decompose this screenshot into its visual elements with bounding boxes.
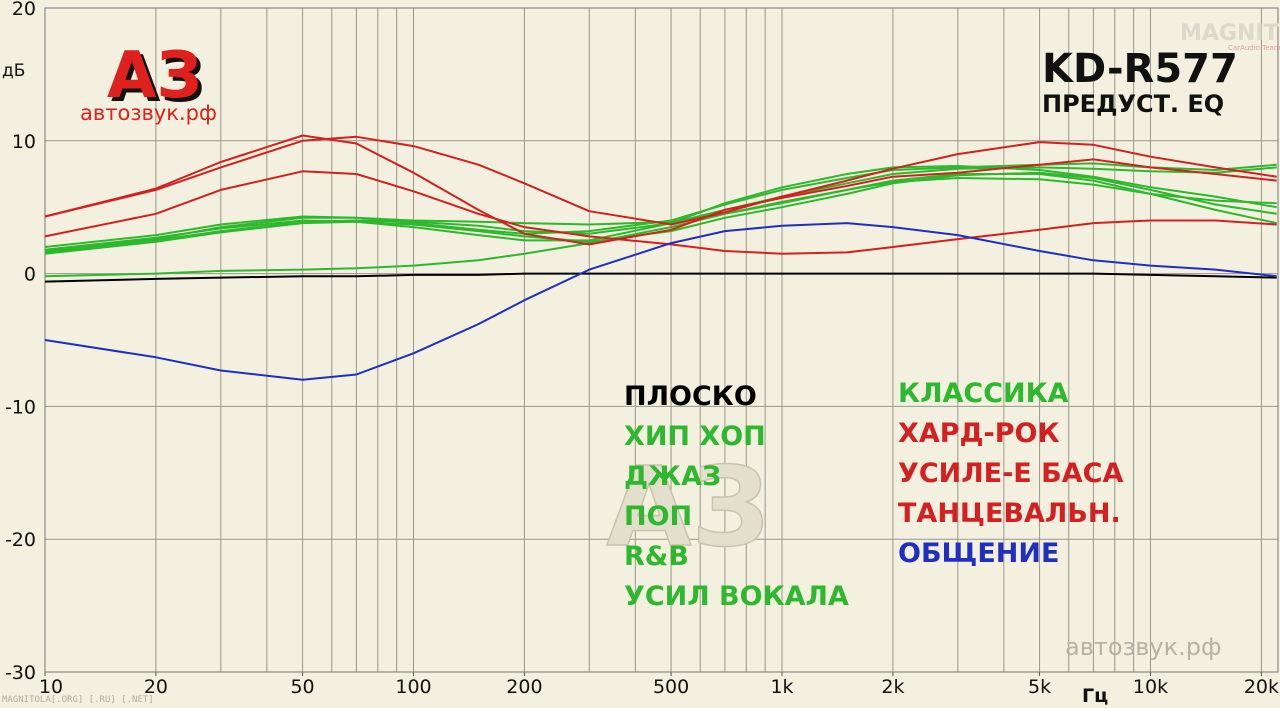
x-tick-label: 20: [144, 676, 168, 698]
x-axis-label: Гц: [1082, 685, 1108, 707]
series-line: [44, 166, 1277, 254]
series-line: [44, 171, 1277, 255]
legend-entry: ТАНЦЕВАЛЬН.: [898, 498, 1121, 529]
x-tick-label: 10: [39, 676, 63, 698]
watermark-top: MAGNITOLA: [1180, 21, 1280, 46]
x-tick-label: 10k: [1133, 676, 1168, 698]
y-tick-label: 10: [12, 131, 36, 153]
chart-subtitle: ПРЕДУСТ. EQ: [1042, 90, 1224, 118]
watermark-bottom: MAGNITOLA[.ORG] [.RU] [.NET]: [2, 695, 154, 705]
series-line: [44, 222, 1277, 381]
series-line: [44, 134, 1277, 246]
x-tick-label: 2k: [881, 676, 904, 698]
y-tick-label: -10: [5, 396, 36, 418]
watermark-top-sub: CarAudio Team: [1228, 44, 1280, 52]
logo-site: автозвук.рф: [80, 101, 217, 125]
x-tick-label: 200: [506, 676, 542, 698]
legend-entry: УСИЛ ВОКАЛА: [624, 581, 849, 612]
x-tick-label: 5k: [1028, 676, 1051, 698]
x-tick-label: 100: [395, 676, 431, 698]
legend-entry: ДЖАЗ: [624, 461, 721, 492]
legend-entry: ПЛОСКО: [624, 381, 757, 412]
y-tick-label: 20: [12, 0, 36, 20]
x-tick-label: 500: [653, 676, 689, 698]
legend-entry: R&B: [624, 541, 689, 572]
x-tick-label: 20k: [1244, 676, 1279, 698]
watermark-site: автозвук.рф: [1065, 633, 1222, 661]
lines: [44, 134, 1277, 381]
x-tick-label: 50: [290, 676, 314, 698]
series-line: [44, 272, 1277, 283]
legend-entry: КЛАССИКА: [898, 378, 1069, 409]
series-line: [44, 170, 1277, 255]
legend-entry: ХАРД-РОК: [898, 418, 1060, 449]
y-tick-label: -20: [5, 529, 36, 551]
chart-title: KD-R577: [1042, 46, 1238, 92]
legend-entry: ОБЩЕНИЕ: [898, 538, 1059, 569]
legend-entry: УСИЛЕ-Е БАСА: [898, 458, 1123, 489]
y-tick-label: -30: [5, 662, 36, 684]
x-tick-label: 1k: [770, 676, 793, 698]
series-line: [44, 135, 1277, 226]
logo-shadow: АЗ: [111, 43, 206, 117]
logo: АЗ: [107, 39, 202, 113]
legend-entry: ПОП: [624, 501, 692, 532]
legend-entry: ХИП ХОП: [624, 421, 766, 452]
watermark-center: АЗ: [606, 443, 769, 571]
legend: ПЛОСКО ХИП ХОП ДЖАЗ ПОП R&B УСИЛ ВОКАЛА КЛАССИ…: [624, 378, 1123, 612]
y-axis-label: дБ: [2, 61, 25, 81]
y-tick-label: 0: [24, 264, 36, 286]
